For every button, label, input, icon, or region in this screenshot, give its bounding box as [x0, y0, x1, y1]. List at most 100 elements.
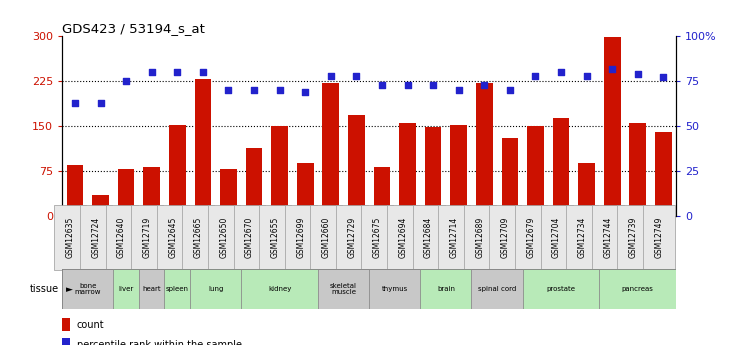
Text: spinal cord: spinal cord	[478, 286, 516, 292]
Bar	[297, 163, 314, 216]
Text: GSM12689: GSM12689	[475, 217, 484, 258]
Text: GDS423 / 53194_s_at: GDS423 / 53194_s_at	[62, 22, 205, 35]
Point	[376, 82, 387, 87]
Bar	[399, 123, 416, 216]
Point	[222, 87, 234, 93]
Point	[351, 73, 363, 78]
Point	[325, 73, 336, 78]
Text: GSM12660: GSM12660	[322, 217, 330, 258]
Text: lung: lung	[208, 286, 224, 292]
Text: GSM12675: GSM12675	[373, 217, 382, 258]
Point	[300, 89, 311, 95]
Point	[606, 66, 618, 71]
Text: GSM12684: GSM12684	[424, 217, 433, 258]
Bar	[164, 269, 190, 309]
Text: heart: heart	[143, 286, 161, 292]
Text: GSM12724: GSM12724	[91, 217, 101, 258]
Bar	[527, 126, 544, 216]
Bar	[143, 167, 160, 216]
Bar	[348, 115, 365, 216]
Bar	[113, 269, 139, 309]
Bar	[604, 37, 621, 216]
Point	[478, 82, 490, 87]
Bar	[655, 132, 672, 216]
Text: bone
marrow: bone marrow	[75, 283, 101, 295]
Text: thymus: thymus	[382, 286, 408, 292]
Text: tissue: tissue	[29, 284, 58, 294]
Point	[453, 87, 465, 93]
Bar	[599, 269, 676, 309]
Point	[556, 69, 567, 75]
Point	[529, 73, 541, 78]
Text: GSM12719: GSM12719	[143, 217, 152, 258]
Bar	[118, 169, 135, 216]
Text: GSM12665: GSM12665	[194, 217, 203, 258]
Point	[427, 82, 439, 87]
Bar	[476, 83, 493, 216]
Text: GSM12729: GSM12729	[347, 217, 357, 258]
Bar	[450, 125, 467, 216]
Bar	[629, 123, 646, 216]
Text: GSM12739: GSM12739	[629, 217, 637, 258]
Point	[249, 87, 260, 93]
Text: liver: liver	[118, 286, 134, 292]
Bar	[220, 169, 237, 216]
Bar	[194, 79, 211, 216]
Text: prostate: prostate	[547, 286, 575, 292]
Text: brain: brain	[437, 286, 455, 292]
Bar	[322, 83, 339, 216]
Bar	[92, 195, 109, 216]
Bar	[169, 125, 186, 216]
Bar	[190, 269, 241, 309]
Bar	[553, 118, 569, 216]
Text: GSM12734: GSM12734	[577, 217, 587, 258]
Bar	[246, 148, 262, 216]
Point	[581, 73, 593, 78]
Text: percentile rank within the sample: percentile rank within the sample	[77, 341, 242, 345]
Text: GSM12714: GSM12714	[450, 217, 459, 258]
Text: ►: ►	[66, 285, 72, 294]
Text: GSM12749: GSM12749	[654, 217, 664, 258]
Bar	[501, 138, 518, 216]
Bar	[369, 269, 420, 309]
Bar	[578, 163, 595, 216]
Bar	[523, 269, 599, 309]
Bar	[471, 269, 523, 309]
Bar	[420, 269, 471, 309]
Bar	[62, 318, 69, 331]
Text: GSM12640: GSM12640	[117, 217, 126, 258]
Text: GSM12699: GSM12699	[296, 217, 306, 258]
Point	[171, 69, 183, 75]
Point	[69, 100, 81, 105]
Point	[402, 82, 414, 87]
Text: GSM12645: GSM12645	[168, 217, 178, 258]
Point	[120, 78, 132, 84]
Bar	[241, 269, 318, 309]
Point	[95, 100, 107, 105]
Text: GSM12709: GSM12709	[501, 217, 510, 258]
Text: spleen: spleen	[166, 286, 189, 292]
Bar	[139, 269, 164, 309]
Text: GSM12704: GSM12704	[552, 217, 561, 258]
Text: GSM12679: GSM12679	[526, 217, 535, 258]
Bar	[62, 338, 69, 345]
Bar	[318, 269, 369, 309]
Point	[504, 87, 516, 93]
Text: GSM12635: GSM12635	[66, 217, 75, 258]
Point	[658, 75, 670, 80]
Point	[145, 69, 158, 75]
Bar	[271, 126, 288, 216]
Text: GSM12694: GSM12694	[398, 217, 408, 258]
Text: skeletal
muscle: skeletal muscle	[330, 283, 357, 295]
Text: GSM12744: GSM12744	[603, 217, 612, 258]
Point	[632, 71, 644, 77]
Text: GSM12650: GSM12650	[219, 217, 228, 258]
Bar	[425, 127, 442, 216]
Point	[197, 69, 209, 75]
Point	[273, 87, 285, 93]
Text: count: count	[77, 320, 105, 330]
Text: kidney: kidney	[268, 286, 291, 292]
Bar	[374, 167, 390, 216]
Bar	[67, 165, 83, 216]
Text: GSM12670: GSM12670	[245, 217, 254, 258]
